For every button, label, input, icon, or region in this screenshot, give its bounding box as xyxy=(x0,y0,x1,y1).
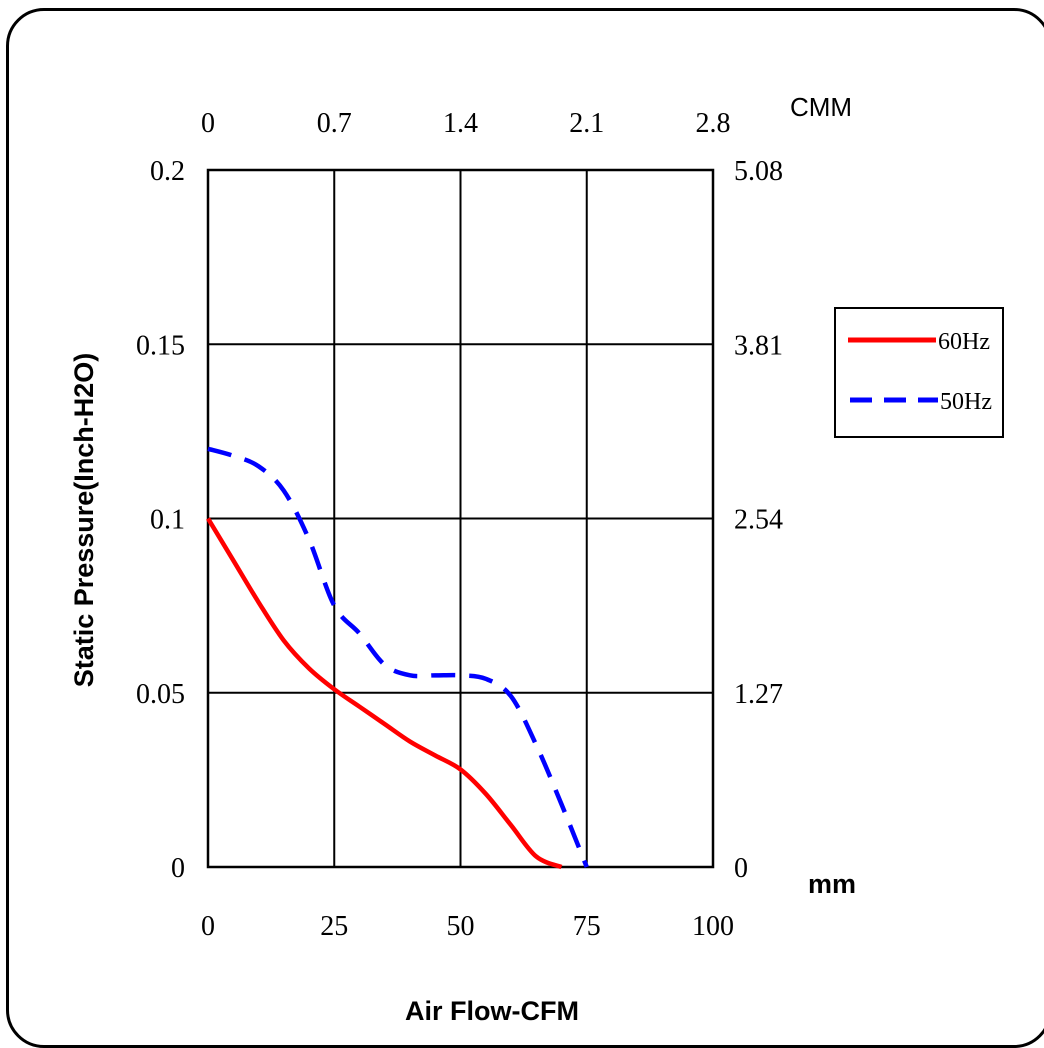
right-tick-label: 3.81 xyxy=(734,330,783,361)
y-tick-label: 0.2 xyxy=(150,156,185,187)
y-tick-label: 0.1 xyxy=(150,505,185,536)
right-tick-label: 5.08 xyxy=(734,156,783,187)
y-tick-label: 0.05 xyxy=(136,679,185,710)
grid-lines xyxy=(208,170,713,867)
y-axis-label: Static Pressure(Inch-H2O) xyxy=(69,353,99,688)
series-line-60hz xyxy=(206,517,563,870)
top-tick-labels: 0 0.7 1.4 2.1 2.8 xyxy=(201,108,731,139)
x-tick-label: 75 xyxy=(573,911,601,942)
top-tick-label: 2.8 xyxy=(696,108,731,139)
x-tick-labels: 0 25 50 75 100 xyxy=(201,911,734,942)
legend-label-60hz: 60Hz xyxy=(938,329,990,355)
y-tick-labels: 0 0.05 0.1 0.15 0.2 xyxy=(136,156,185,884)
legend: 60Hz 50Hz xyxy=(834,307,1004,438)
right-tick-label: 0 xyxy=(734,853,748,884)
top-tick-label: 1.4 xyxy=(443,108,478,139)
legend-label-50hz: 50Hz xyxy=(940,389,992,415)
y-tick-label: 0 xyxy=(171,853,185,884)
right-tick-label: 1.27 xyxy=(734,679,783,710)
legend-box xyxy=(834,307,1004,438)
x-tick-label: 25 xyxy=(320,911,348,942)
right-tick-labels: 0 1.27 2.54 3.81 5.08 xyxy=(734,156,783,884)
y-tick-label: 0.15 xyxy=(136,330,185,361)
right-axis-unit: mm xyxy=(808,869,856,899)
series-line-50hz xyxy=(207,446,589,868)
x-tick-label: 100 xyxy=(692,911,734,942)
x-tick-label: 0 xyxy=(201,911,215,942)
x-axis-label: Air Flow-CFM xyxy=(405,996,579,1026)
top-tick-label: 2.1 xyxy=(569,108,604,139)
series-group xyxy=(206,446,589,870)
top-tick-label: 0 xyxy=(201,108,215,139)
x-tick-label: 50 xyxy=(447,911,475,942)
top-tick-label: 0.7 xyxy=(317,108,352,139)
top-axis-unit: CMM xyxy=(790,92,852,122)
right-tick-label: 2.54 xyxy=(734,505,783,536)
